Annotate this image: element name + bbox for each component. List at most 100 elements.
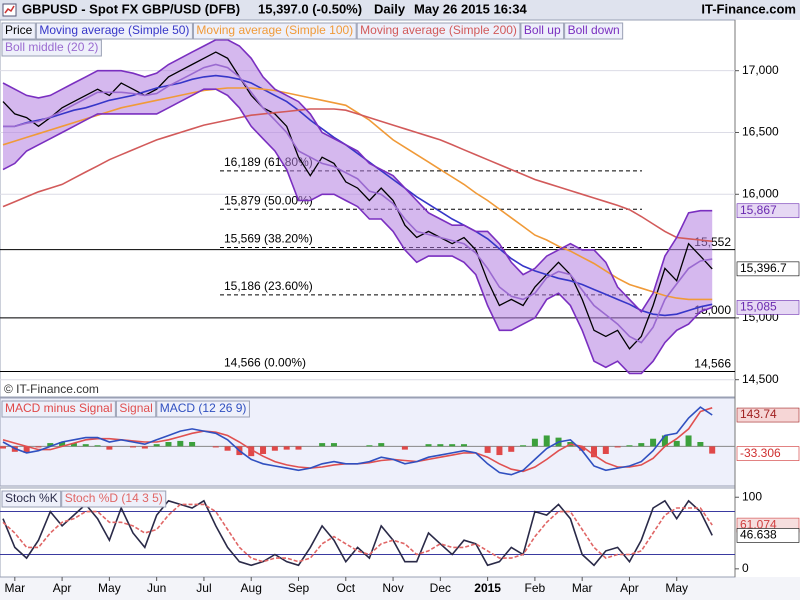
histogram-bar <box>177 440 184 447</box>
histogram-bar <box>626 445 633 447</box>
y-tick-label: 100 <box>742 489 762 503</box>
histogram-bar <box>697 442 704 447</box>
legend-box <box>1 400 116 418</box>
value-label: 46.638 <box>740 528 777 542</box>
value-label-box <box>736 407 800 423</box>
x-tick-label: Mar <box>572 581 593 595</box>
histogram-bar <box>189 442 196 447</box>
x-tick-label: Jun <box>147 581 166 595</box>
histogram-bar <box>295 446 302 450</box>
histogram-bar <box>165 442 172 447</box>
legend-box <box>35 22 193 40</box>
histogram-bar <box>425 444 432 447</box>
fib-label: 15,569 (38.20%) <box>224 232 313 246</box>
histogram-bar <box>685 435 692 447</box>
y-tick-label: 16,500 <box>742 125 779 139</box>
x-tick-label: Dec <box>430 581 451 595</box>
value-label: 15,085 <box>740 300 777 314</box>
histogram-bar <box>401 446 408 450</box>
histogram-bar <box>106 446 113 450</box>
header-symbol: GBPUSD - Spot FX GBP/USD (DFB) <box>22 1 240 16</box>
legend-box <box>192 22 357 40</box>
x-tick-label: Aug <box>241 581 262 595</box>
x-tick-label: Mar <box>4 581 25 595</box>
header-quote: 15,397.0 (-0.50%) <box>258 1 362 16</box>
histogram-bar <box>70 443 77 447</box>
histogram-bar <box>508 446 515 452</box>
y-tick-label: 16,000 <box>742 186 779 200</box>
histogram-bar <box>531 438 538 447</box>
histogram-bar <box>460 444 467 447</box>
header-brand: IT-Finance.com <box>701 1 796 16</box>
header-bar <box>0 0 800 20</box>
value-label-box <box>736 446 800 461</box>
histogram-bar <box>23 446 30 453</box>
legend-entry: Price <box>5 23 33 37</box>
legend-box <box>61 490 167 508</box>
header-period: Daily <box>374 1 406 16</box>
x-tick-label: Feb <box>525 581 546 595</box>
header-datetime: May 26 2015 16:34 <box>414 1 528 16</box>
histogram-bar <box>591 446 597 458</box>
histogram-bar <box>638 443 645 447</box>
legend-entry: Moving average (Simple 50) <box>39 23 189 37</box>
right-axis <box>735 20 800 577</box>
horizontal-line-label: 14,566 <box>694 357 731 371</box>
legend-box <box>115 400 157 418</box>
fib-label: 15,186 (23.60%) <box>224 279 313 293</box>
histogram-bar <box>35 446 42 448</box>
histogram-bar <box>579 446 586 451</box>
legend-entry: Boll middle (20 2) <box>5 40 98 54</box>
series-line <box>2 499 713 567</box>
series-line <box>2 503 713 563</box>
legend-box <box>1 22 36 40</box>
legend-entry: Boll up <box>524 23 561 37</box>
histogram-bar <box>366 445 373 447</box>
series-line <box>2 87 713 301</box>
legend-entry: MACD minus Signal <box>5 401 112 415</box>
series-line <box>2 88 713 375</box>
value-label-box <box>736 528 800 543</box>
x-tick-label: Sep <box>288 581 310 595</box>
series-line <box>2 39 713 313</box>
histogram-bar <box>224 446 231 451</box>
series-line <box>2 51 713 350</box>
histogram-bar <box>271 446 278 451</box>
legend-box <box>356 22 521 40</box>
histogram-bar <box>260 446 267 454</box>
header-icon-line <box>4 5 15 14</box>
histogram-bar <box>437 444 444 447</box>
y-tick-label: 0 <box>742 561 749 575</box>
legend-box <box>1 39 102 57</box>
histogram-bar <box>330 443 337 447</box>
x-tick-label: Apr <box>53 581 72 595</box>
histogram-bar <box>661 435 668 447</box>
legend-box <box>520 22 565 40</box>
x-tick-label: 2015 <box>474 581 501 595</box>
watermark: © IT-Finance.com <box>4 382 99 396</box>
histogram-bar <box>319 443 326 447</box>
histogram-bar <box>0 446 6 449</box>
x-tick-label: May <box>665 581 688 595</box>
value-label-box <box>736 261 800 277</box>
histogram-bar <box>602 446 609 454</box>
value-label: 15,867 <box>740 203 777 217</box>
histogram-bar <box>212 446 219 448</box>
legend-box <box>564 22 624 40</box>
x-tick-label: Nov <box>382 581 403 595</box>
histogram-bar <box>47 443 54 447</box>
legend-entry: Signal <box>119 401 152 415</box>
fib-label: 15,879 (50.00%) <box>224 193 313 207</box>
legend-entry: Moving average (Simple 100) <box>196 23 353 37</box>
series-line <box>2 108 713 243</box>
histogram-bar <box>673 440 680 447</box>
series-line <box>3 74 713 317</box>
histogram-bar <box>82 444 89 447</box>
histogram-bar <box>130 446 137 448</box>
histogram-bar <box>520 445 527 447</box>
y-tick-label: 17,000 <box>742 63 779 77</box>
histogram-bar <box>141 446 148 449</box>
legend-entry: Stoch %D (14 3 5) <box>65 491 163 505</box>
legend-box <box>156 400 250 418</box>
